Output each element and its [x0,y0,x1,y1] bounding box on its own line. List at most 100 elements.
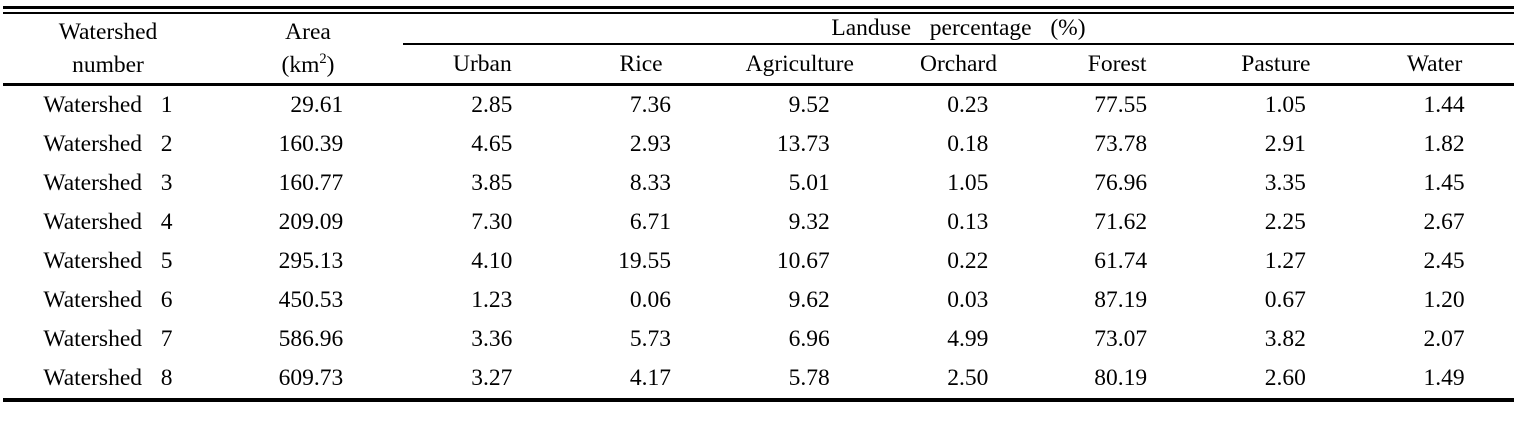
area-cell: 609.73 [213,359,403,400]
forest-value: 71.62 [1094,209,1148,235]
agriculture-value: 10.67 [776,248,830,274]
urban-cell: 2.85 [403,85,562,126]
agriculture-value: 6.96 [788,326,830,352]
orchard-value: 4.99 [947,326,989,352]
area-cell: 160.39 [213,125,403,164]
watershed-label: Watershed 4 [43,209,173,235]
orchard-cell: 0.18 [879,125,1038,164]
urban-value: 4.10 [471,248,513,274]
header-watershed-number: Watershed number [3,14,213,86]
header-agriculture: Agriculture [720,44,880,86]
area-value: 450.53 [278,287,344,313]
area-value: 160.77 [278,170,344,196]
pasture-cell: 2.25 [1197,203,1356,242]
forest-value: 80.19 [1094,365,1148,391]
table-container: Watershed number Area (km2) Landuse perc… [3,12,1514,402]
rice-cell: 8.33 [562,164,721,203]
header-area-title: Area [285,18,331,45]
area-value: 586.96 [278,326,344,352]
pasture-value: 1.27 [1264,248,1306,274]
orchard-value: 0.23 [947,92,989,118]
table-row: Watershed 3 160.77 3.85 8.33 5.01 1.05 7… [3,164,1514,203]
header-forest: Forest [1037,44,1197,86]
agriculture-cell: 9.32 [720,203,879,242]
table-row: Watershed 7 586.96 3.36 5.73 6.96 4.99 7… [3,320,1514,359]
area-value: 609.73 [278,365,344,391]
rice-value: 2.93 [629,131,672,157]
area-value: 295.13 [278,248,344,274]
rice-value: 4.17 [629,365,672,391]
orchard-cell: 1.05 [879,164,1038,203]
header-watershed-line2: number [72,51,144,78]
orchard-cell: 0.23 [879,85,1038,126]
area-cell: 295.13 [213,242,403,281]
urban-value: 3.36 [471,326,513,352]
rice-value: 19.55 [618,248,672,274]
forest-value: 73.07 [1094,326,1148,352]
orchard-value: 1.05 [947,170,989,196]
orchard-cell: 0.03 [879,281,1038,320]
urban-cell: 4.65 [403,125,562,164]
agriculture-value: 5.78 [788,365,830,391]
forest-cell: 61.74 [1038,242,1197,281]
water-cell: 1.45 [1355,164,1514,203]
area-cell: 450.53 [213,281,403,320]
table-body: Watershed 1 29.61 2.85 7.36 9.52 0.23 77… [3,85,1514,401]
pasture-cell: 3.35 [1197,164,1356,203]
pasture-value: 0.67 [1264,287,1306,313]
water-value: 1.49 [1423,365,1465,391]
forest-value: 61.74 [1094,248,1148,274]
area-cell: 160.77 [213,164,403,203]
agriculture-value: 5.01 [788,170,830,196]
pasture-cell: 2.60 [1197,359,1356,400]
rice-cell: 2.93 [562,125,721,164]
agriculture-cell: 9.52 [720,85,879,126]
watershed-label: Watershed 3 [43,170,173,196]
rice-value: 8.33 [629,170,672,196]
pasture-cell: 2.91 [1197,125,1356,164]
rice-cell: 5.73 [562,320,721,359]
water-value: 1.45 [1423,170,1465,196]
orchard-value: 0.22 [947,248,989,274]
forest-cell: 73.78 [1038,125,1197,164]
orchard-value: 0.03 [947,287,989,313]
urban-cell: 7.30 [403,203,562,242]
header-water: Water [1355,44,1514,86]
area-unit-superscript: 2 [319,50,327,67]
forest-cell: 76.96 [1038,164,1197,203]
area-value: 29.61 [290,92,344,118]
pasture-value: 1.05 [1264,92,1306,118]
urban-value: 3.85 [471,170,513,196]
rice-cell: 7.36 [562,85,721,126]
urban-value: 1.23 [471,287,513,313]
forest-cell: 71.62 [1038,203,1197,242]
water-cell: 2.67 [1355,203,1514,242]
forest-cell: 77.55 [1038,85,1197,126]
header-row-subcols: Urban Rice Agriculture Orchard Forest Pa… [3,44,1514,86]
orchard-value: 0.18 [947,131,989,157]
forest-cell: 73.07 [1038,320,1197,359]
header-row-group: Watershed number Area (km2) Landuse perc… [3,14,1514,86]
agriculture-cell: 9.62 [720,281,879,320]
water-value: 1.20 [1423,287,1465,313]
agriculture-cell: 6.96 [720,320,879,359]
header-rice: Rice [561,44,721,86]
water-value: 1.44 [1423,92,1465,118]
water-value: 2.45 [1423,248,1465,274]
water-value: 1.82 [1423,131,1465,157]
rice-cell: 19.55 [562,242,721,281]
orchard-cell: 4.99 [879,320,1038,359]
urban-cell: 3.36 [403,320,562,359]
watershed-label: Watershed 6 [43,287,173,313]
header-area-unit: (km2) [281,50,335,78]
pasture-value: 3.35 [1264,170,1306,196]
landuse-table: Watershed number Area (km2) Landuse perc… [3,14,1514,402]
urban-cell: 1.23 [403,281,562,320]
header-urban: Urban [403,44,562,86]
area-cell: 586.96 [213,320,403,359]
agriculture-value: 9.62 [788,287,830,313]
urban-cell: 3.85 [403,164,562,203]
table-row: Watershed 1 29.61 2.85 7.36 9.52 0.23 77… [3,85,1514,126]
urban-value: 7.30 [471,209,513,235]
